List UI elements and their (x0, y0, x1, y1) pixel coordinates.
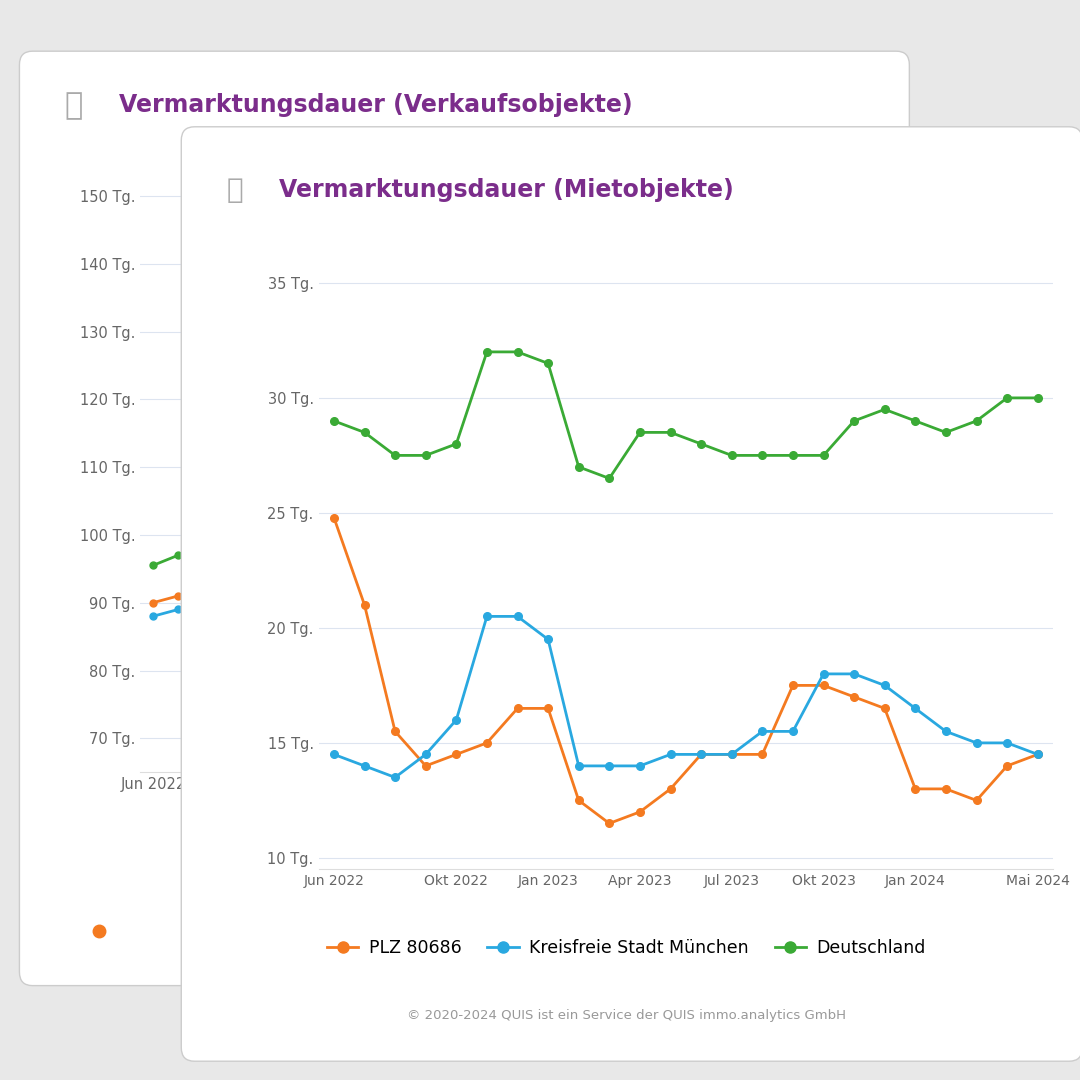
Text: 🔔: 🔔 (227, 176, 243, 203)
Text: 🔔: 🔔 (65, 91, 83, 120)
Text: © 2020-2024 QUIS ist ein Service der QUIS immo.analytics GmbH: © 2020-2024 QUIS ist ein Service der QUI… (407, 1009, 846, 1022)
Text: Vermarktungsdauer (Verkaufsobjekte): Vermarktungsdauer (Verkaufsobjekte) (119, 93, 633, 118)
FancyBboxPatch shape (19, 51, 909, 986)
Legend: PLZ 80686, Kreisfreie Stadt München, Deutschland: PLZ 80686, Kreisfreie Stadt München, Deu… (320, 932, 933, 964)
FancyBboxPatch shape (181, 126, 1080, 1062)
Text: Vermarktungsdauer (Mietobjekte): Vermarktungsdauer (Mietobjekte) (280, 177, 734, 202)
